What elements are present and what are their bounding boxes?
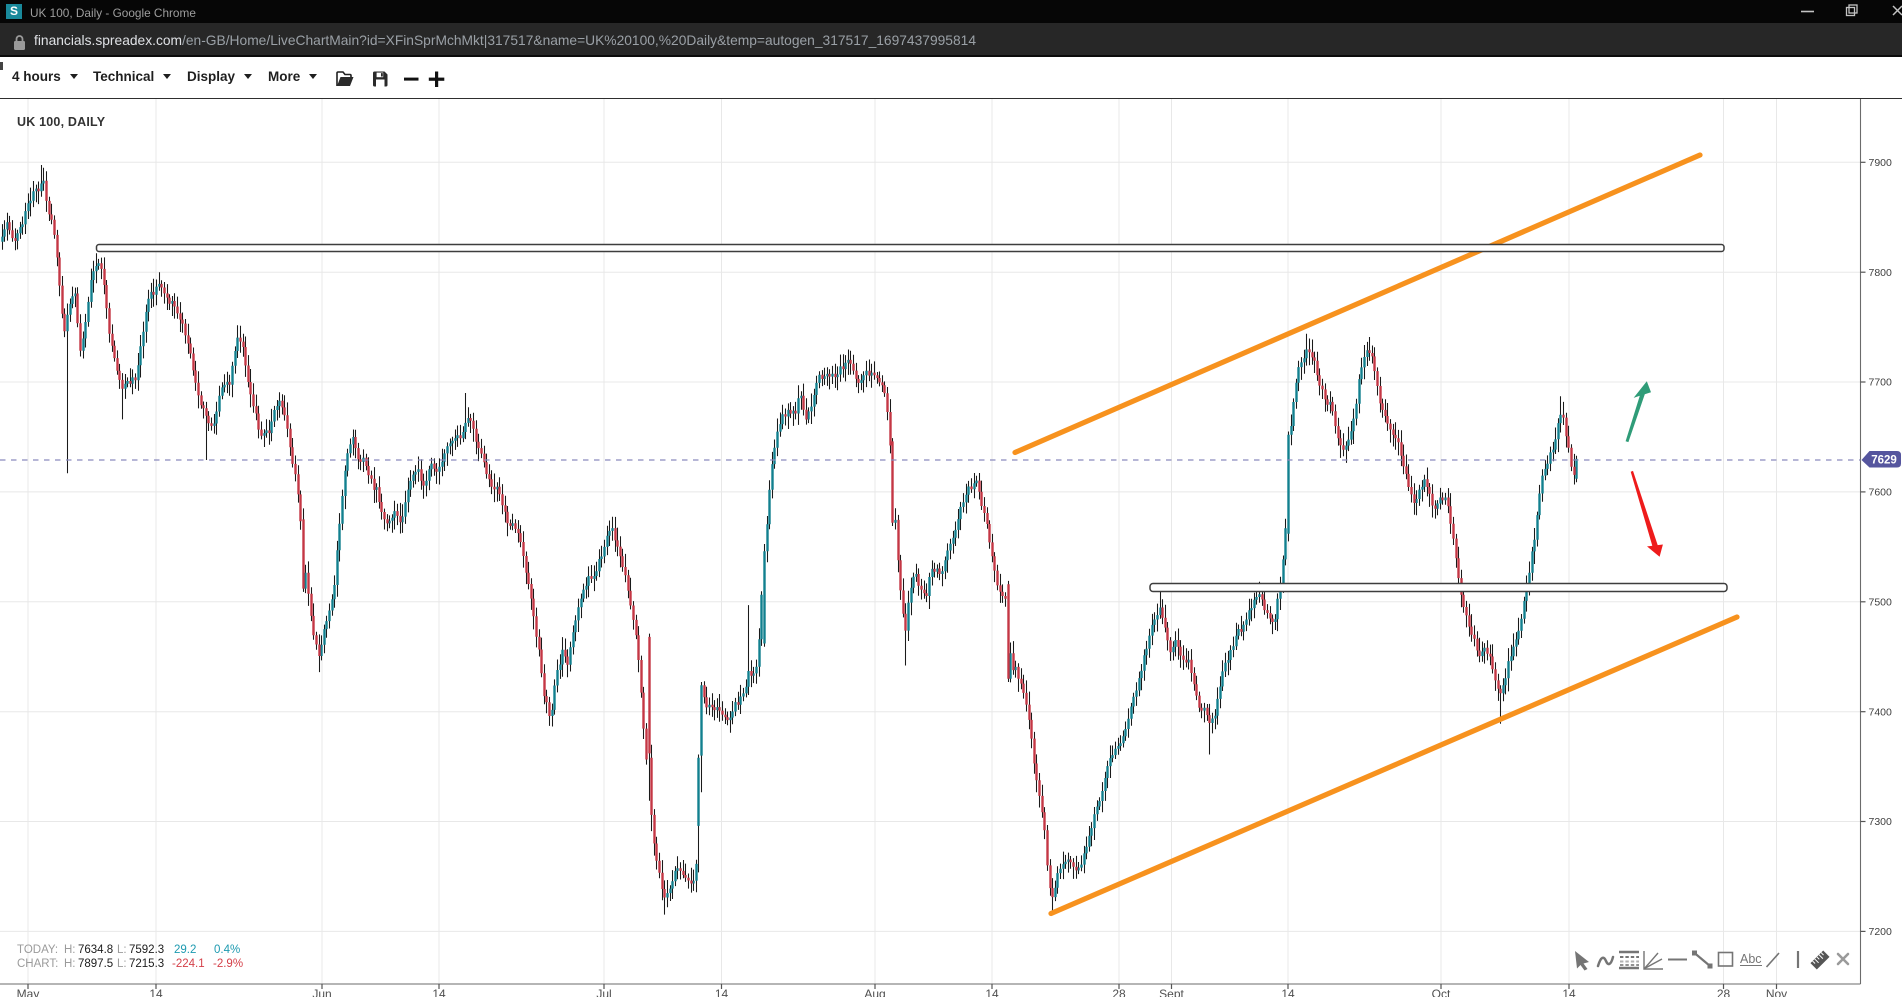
svg-text:7900: 7900 [1869,157,1893,169]
svg-text:-2.9%: -2.9% [213,958,243,970]
svg-text:28: 28 [1112,987,1126,997]
svg-text:29.2: 29.2 [174,944,196,956]
svg-text:Nov: Nov [1766,987,1787,997]
svg-text:May: May [17,987,40,997]
svg-text:7215.3: 7215.3 [129,958,164,970]
svg-text:L:: L: [117,958,127,970]
svg-text:Abc: Abc [1740,952,1762,966]
svg-text:14: 14 [715,987,729,997]
svg-text:CHART:: CHART: [17,958,58,970]
svg-text:14: 14 [1562,987,1576,997]
svg-text:7300: 7300 [1869,816,1893,828]
svg-text:7600: 7600 [1869,487,1893,499]
svg-text:7629: 7629 [1871,455,1897,467]
svg-text:Aug: Aug [864,987,885,997]
svg-text:7634.8: 7634.8 [78,944,113,956]
svg-text:7592.3: 7592.3 [129,944,164,956]
svg-text:7897.5: 7897.5 [78,958,113,970]
svg-text:14: 14 [149,987,163,997]
svg-text:Jul: Jul [596,987,611,997]
svg-text:H:: H: [64,944,76,956]
svg-text:Sept: Sept [1159,987,1184,997]
svg-text:7500: 7500 [1869,596,1893,608]
svg-text:L:: L: [117,944,127,956]
svg-text:28: 28 [1717,987,1731,997]
svg-text:7800: 7800 [1869,267,1893,279]
svg-text:Jun: Jun [312,987,331,997]
svg-text:H:: H: [64,958,76,970]
svg-text:7400: 7400 [1869,706,1893,718]
svg-text:14: 14 [985,987,999,997]
svg-text:TODAY:: TODAY: [17,944,58,956]
svg-text:-224.1: -224.1 [172,958,205,970]
svg-text:14: 14 [432,987,446,997]
svg-text:7200: 7200 [1869,926,1893,938]
svg-text:Oct: Oct [1432,987,1451,997]
svg-text:0.4%: 0.4% [214,944,240,956]
svg-text:7700: 7700 [1869,377,1893,389]
svg-text:14: 14 [1281,987,1295,997]
